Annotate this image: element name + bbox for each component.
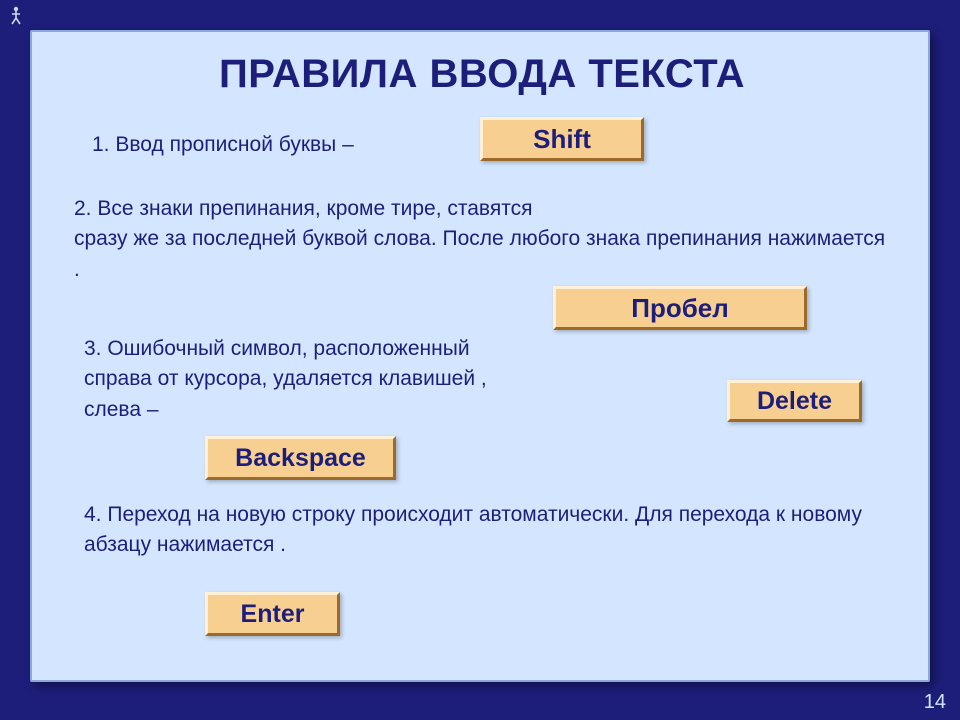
space-key-button[interactable]: Пробел [553, 286, 807, 330]
delete-key-button[interactable]: Delete [727, 380, 862, 422]
rule-3-text: 3. Ошибочный символ, расположенныйсправа… [84, 334, 644, 425]
rule-1-text: 1. Ввод прописной буквы – [92, 130, 472, 160]
backspace-key-button[interactable]: Backspace [205, 436, 396, 480]
page-number: 14 [924, 691, 946, 714]
shift-key-button[interactable]: Shift [480, 117, 644, 161]
enter-key-button[interactable]: Enter [205, 592, 340, 636]
rule-2-text: 2. Все знаки препинания, кроме тире, ста… [74, 194, 894, 285]
corner-logo-icon [4, 4, 28, 28]
slide-card: ПРАВИЛА ВВОДА ТЕКСТА 1. Ввод прописной б… [30, 30, 930, 682]
slide-title: ПРАВИЛА ВВОДА ТЕКСТА [32, 52, 932, 97]
rule-4-text: 4. Переход на новую строку происходит ав… [84, 500, 904, 561]
slide-frame: ПРАВИЛА ВВОДА ТЕКСТА 1. Ввод прописной б… [0, 0, 960, 720]
